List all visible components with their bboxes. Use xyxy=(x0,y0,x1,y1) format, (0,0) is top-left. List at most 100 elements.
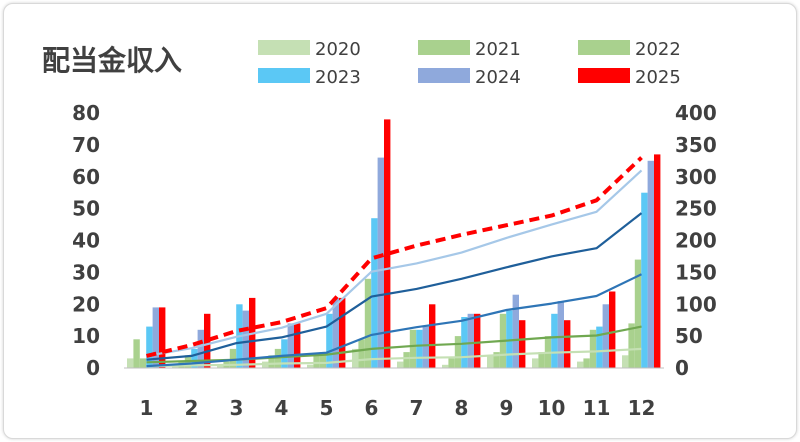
bar-2020-1 xyxy=(127,358,134,368)
bar-2021-5 xyxy=(313,355,320,369)
right-tick-label: 200 xyxy=(675,229,717,253)
bar-2024-6 xyxy=(377,157,384,368)
bar-2024-8 xyxy=(467,313,474,368)
bar-2025-5 xyxy=(339,297,346,368)
legend-swatch-2021 xyxy=(418,40,470,55)
right-tick-label: 0 xyxy=(675,356,689,380)
bar-2023-11 xyxy=(596,326,603,368)
left-tick-label: 20 xyxy=(72,292,100,316)
cumulative-line-2024 xyxy=(146,169,643,357)
legend-label-2022: 2022 xyxy=(635,39,681,60)
left-axis: 0 10 20 30 40 50 60 70 80 xyxy=(72,101,100,380)
bar-2024-11 xyxy=(602,304,609,369)
bar-2021-11 xyxy=(583,358,590,368)
right-axis: 0 50 100 150 200 250 300 350 400 xyxy=(675,101,717,380)
x-tick-label: 10 xyxy=(538,396,566,420)
bar-2024-2 xyxy=(197,329,204,369)
bar-2022-5 xyxy=(319,352,327,368)
x-tick-label: 6 xyxy=(365,396,379,420)
bar-2021-7 xyxy=(403,352,410,368)
bar-2021-8 xyxy=(448,358,455,368)
cumulative-lines xyxy=(146,156,643,368)
bar-2021-10 xyxy=(538,352,545,368)
bar-2025-7 xyxy=(429,304,436,369)
right-tick-label: 400 xyxy=(675,101,717,125)
bar-2022-3 xyxy=(229,348,237,368)
x-tick-label: 11 xyxy=(583,396,611,420)
legend-swatch-2024 xyxy=(418,68,470,83)
bar-2021-1 xyxy=(133,339,140,368)
left-tick-label: 10 xyxy=(72,324,100,348)
legend-swatch-2022 xyxy=(578,40,630,55)
bar-2025-11 xyxy=(609,291,616,368)
cumulative-line-2022 xyxy=(146,273,642,368)
x-tick-label: 4 xyxy=(275,396,289,420)
x-tick-label: 7 xyxy=(410,396,424,420)
bar-2020-6 xyxy=(352,348,359,368)
left-tick-label: 0 xyxy=(86,356,100,380)
legend-label-2020: 2020 xyxy=(315,39,361,60)
bar-2022-12 xyxy=(634,259,642,368)
bar-2024-12 xyxy=(647,160,654,368)
cumulative-line-2023 xyxy=(146,212,643,361)
bar-2025-10 xyxy=(564,320,571,368)
bar-2021-4 xyxy=(268,355,275,369)
bar-2023-12 xyxy=(641,192,648,368)
right-tick-label: 50 xyxy=(675,324,703,348)
bar-2020-5 xyxy=(307,364,314,368)
legend-label-2024: 2024 xyxy=(475,67,521,88)
bar-2020-8 xyxy=(442,364,449,368)
bar-2023-2 xyxy=(191,348,198,368)
legend-label-2025: 2025 xyxy=(635,67,681,88)
bar-2024-3 xyxy=(242,310,249,368)
bar-2025-6 xyxy=(384,119,391,369)
bar-2024-10 xyxy=(557,301,564,368)
bar-2025-8 xyxy=(474,313,481,368)
left-tick-label: 70 xyxy=(72,133,100,157)
x-tick-label: 12 xyxy=(628,396,656,420)
x-tick-label: 3 xyxy=(230,396,244,420)
right-tick-label: 250 xyxy=(675,197,717,221)
bar-2021-6 xyxy=(358,339,365,368)
bar-2020-9 xyxy=(487,355,494,369)
bar-2020-10 xyxy=(532,358,539,368)
bar-2020-3 xyxy=(217,364,224,368)
bar-2022-8 xyxy=(454,336,462,368)
x-axis: 1 2 3 4 5 6 7 8 9 10 11 12 xyxy=(140,396,656,420)
right-tick-label: 350 xyxy=(675,133,717,157)
bar-2025-12 xyxy=(654,154,661,368)
bar-2025-2 xyxy=(204,313,211,368)
bar-2021-12 xyxy=(628,323,635,368)
bar-2023-10 xyxy=(551,313,558,368)
bar-2025-1 xyxy=(159,307,166,368)
bar-2022-7 xyxy=(409,329,417,369)
left-tick-label: 30 xyxy=(72,260,100,284)
bar-2023-6 xyxy=(371,218,378,368)
x-tick-label: 2 xyxy=(185,396,199,420)
legend-label-2023: 2023 xyxy=(315,67,361,88)
bar-2020-7 xyxy=(397,361,404,368)
right-tick-label: 300 xyxy=(675,165,717,189)
chart-title: 配当金収入 xyxy=(42,44,182,77)
bar-2025-9 xyxy=(519,320,526,368)
left-tick-label: 50 xyxy=(72,197,100,221)
x-tick-label: 1 xyxy=(140,396,154,420)
legend-label-2021: 2021 xyxy=(475,39,521,60)
cumulative-line-2020 xyxy=(146,347,642,368)
legend: 2020 2021 2022 2023 2024 2025 xyxy=(258,39,681,88)
legend-swatch-2023 xyxy=(258,68,310,83)
bar-2023-5 xyxy=(326,313,333,368)
bar-2022-1 xyxy=(139,358,147,368)
bar-2024-9 xyxy=(512,294,519,368)
bar-2022-6 xyxy=(364,278,372,369)
right-tick-label: 150 xyxy=(675,260,717,284)
bar-2023-7 xyxy=(416,329,423,369)
bar-2024-5 xyxy=(332,297,339,368)
bar-2025-4 xyxy=(294,323,301,368)
bar-2024-7 xyxy=(422,326,429,368)
legend-swatch-2025 xyxy=(578,68,630,83)
bar-2024-1 xyxy=(152,307,159,368)
right-tick-label: 100 xyxy=(675,292,717,316)
left-tick-label: 40 xyxy=(72,229,100,253)
